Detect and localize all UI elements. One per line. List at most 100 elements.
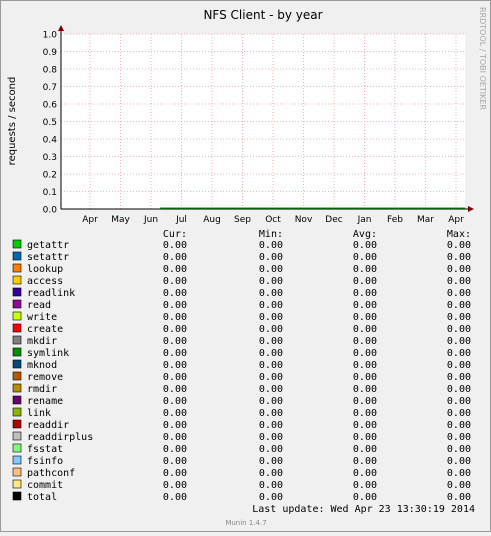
legend-swatch [12,491,22,501]
last-update-text: Last update: Wed Apr 23 13:30:19 2014 [252,504,475,515]
y-tick-label: 0.9 [43,48,58,58]
y-tick-label: 0.4 [43,136,58,146]
legend-series-name: mknod [27,360,57,371]
plot-area: 1.0 0.9 0.8 0.7 0.6 0.5 0.4 0.3 0.2 0.1 0.0 Apr May J… [43,25,474,225]
legend-value: 0.00 [163,324,187,335]
legend-swatch [12,371,22,381]
legend-value: 0.00 [259,336,283,347]
legend-value: 0.00 [259,444,283,455]
legend-value: 0.00 [447,288,471,299]
legend-value: 0.00 [259,480,283,491]
x-tick-label: Jun [143,215,158,225]
legend-value: 0.00 [447,360,471,371]
legend-swatch [12,263,22,273]
legend-value: 0.00 [353,384,377,395]
legend-value: 0.00 [163,480,187,491]
legend-value: 0.00 [163,252,187,263]
legend-value: 0.00 [163,492,187,503]
legend-value: 0.00 [353,336,377,347]
legend-series-name: pathconf [27,468,75,479]
legend-swatch [12,239,22,249]
legend-value: 0.00 [447,456,471,467]
legend-series-name: rmdir [27,384,57,395]
x-tick-label: May [111,215,130,225]
y-tick-label: 0.2 [43,171,57,181]
legend-series-name: link [27,408,51,419]
y-tick-label: 0.6 [43,101,58,111]
x-tick-label: Jan [357,215,372,225]
legend-value: 0.00 [447,408,471,419]
x-tick-label: Dec [325,215,342,225]
y-axis-arrow [58,25,64,31]
legend-swatch [12,335,22,345]
chart-title: NFS Client - by year [203,8,322,22]
legend-value: 0.00 [259,420,283,431]
legend-swatch [12,275,22,285]
legend-series-name: access [27,276,63,287]
legend-value: 0.00 [259,312,283,323]
legend-value: 0.00 [163,288,187,299]
x-tick-label: Apr [448,215,464,225]
legend-value: 0.00 [447,432,471,443]
legend-value: 0.00 [353,288,377,299]
legend-series-name: fsstat [27,444,63,455]
legend-value: 0.00 [259,372,283,383]
legend-value: 0.00 [447,264,471,275]
legend-value: 0.00 [163,372,187,383]
x-tick-label: Nov [295,215,313,225]
legend-value: 0.00 [353,444,377,455]
x-tick-label: Mar [417,215,434,225]
legend-value: 0.00 [353,276,377,287]
legend-value: 0.00 [447,480,471,491]
legend-column-header: Max: [447,229,471,240]
legend-swatch [12,323,22,333]
legend: Cur: Min: Avg: Max:getattr 0.00 0.00 0.00 0.00s… [12,229,471,503]
legend-series-name: mkdir [27,336,57,347]
legend-value: 0.00 [163,468,187,479]
legend-value: 0.00 [259,384,283,395]
y-axis-label: requests / second [7,77,18,166]
legend-value: 0.00 [259,492,283,503]
legend-value: 0.00 [163,420,187,431]
legend-value: 0.00 [259,456,283,467]
x-tick-label: Feb [387,215,403,225]
legend-value: 0.00 [447,492,471,503]
legend-value: 0.00 [259,408,283,419]
legend-value: 0.00 [353,420,377,431]
legend-value: 0.00 [163,300,187,311]
legend-value: 0.00 [163,432,187,443]
legend-series-name: write [27,312,57,323]
legend-series-name: symlink [27,348,69,359]
legend-value: 0.00 [447,324,471,335]
y-tick-label: 0.1 [43,188,57,198]
legend-column-header: Min: [259,229,283,240]
y-tick-label: 1.0 [43,31,58,41]
legend-series-name: getattr [27,240,69,251]
legend-series-name: rename [27,396,63,407]
legend-value: 0.00 [353,240,377,251]
legend-value: 0.00 [353,480,377,491]
legend-value: 0.00 [259,324,283,335]
legend-value: 0.00 [163,348,187,359]
legend-swatch [12,251,22,261]
legend-value: 0.00 [259,288,283,299]
legend-value: 0.00 [447,312,471,323]
legend-value: 0.00 [353,492,377,503]
legend-swatch [12,455,22,465]
x-tick-label: Apr [82,215,98,225]
legend-value: 0.00 [163,336,187,347]
legend-swatch [12,383,22,393]
legend-value: 0.00 [259,264,283,275]
legend-value: 0.00 [353,468,377,479]
legend-value: 0.00 [163,408,187,419]
legend-series-name: lookup [27,264,63,275]
legend-value: 0.00 [163,360,187,371]
legend-value: 0.00 [353,432,377,443]
x-tick-label: Oct [265,215,281,225]
legend-swatch [12,395,22,405]
legend-swatch [12,443,22,453]
legend-series-name: remove [27,372,63,383]
legend-value: 0.00 [163,312,187,323]
legend-value: 0.00 [163,240,187,251]
